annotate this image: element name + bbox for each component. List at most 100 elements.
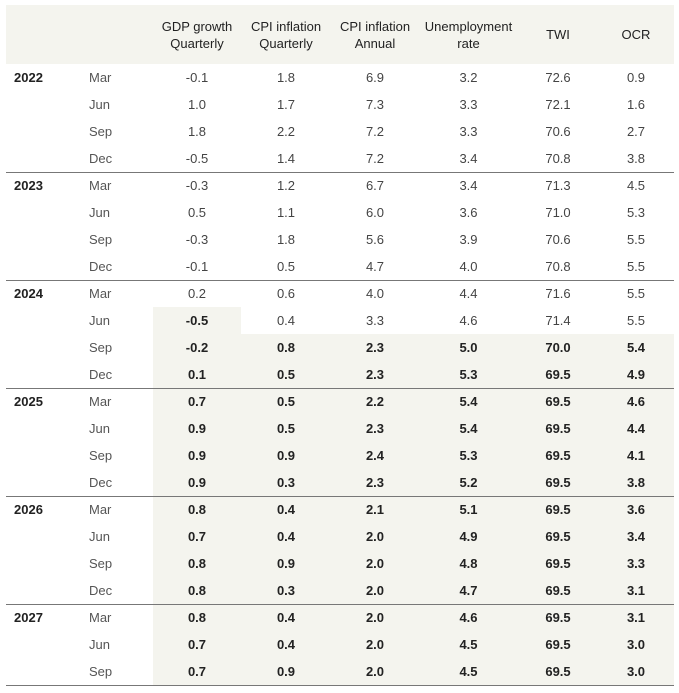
value-cell-unemployment: 4.7 bbox=[419, 577, 518, 604]
value-cell-gdp-growth: 0.5 bbox=[187, 205, 207, 220]
quarter-label: Dec bbox=[89, 474, 113, 490]
year-label bbox=[6, 631, 81, 658]
value-cell-ocr: 5.5 bbox=[626, 258, 646, 274]
value-cell-gdp-growth: -0.5 bbox=[185, 150, 209, 166]
value-cell-cpi-quarterly: 0.5 bbox=[241, 361, 331, 388]
value-cell-twi: 69.5 bbox=[518, 361, 598, 388]
value-cell-cpi-annual: 3.3 bbox=[365, 313, 385, 328]
value-cell-cpi-annual: 2.0 bbox=[331, 658, 419, 685]
value-cell-twi: 69.5 bbox=[518, 577, 598, 604]
value-cell-twi: 69.5 bbox=[518, 442, 598, 469]
table-row: Sep 0.8 0.9 2.0 4.8 69.5 3.3 bbox=[6, 550, 674, 577]
value-cell-gdp-growth: 0.8 bbox=[153, 603, 241, 631]
value-cell-twi: 70.8 bbox=[545, 258, 571, 274]
table-row: Sep 0.9 0.9 2.4 5.3 69.5 4.1 bbox=[6, 442, 674, 469]
table-row: 2022 Mar -0.1 1.8 6.9 3.2 72.6 0.9 bbox=[6, 64, 674, 91]
value-cell-cpi-quarterly: 1.2 bbox=[241, 171, 331, 199]
value-cell-ocr: 3.3 bbox=[598, 550, 674, 577]
value-cell-cpi-quarterly: 1.8 bbox=[276, 70, 296, 85]
value-cell-unemployment: 4.5 bbox=[419, 631, 518, 658]
column-header-line2: Quarterly bbox=[170, 35, 224, 51]
value-cell-ocr: 5.5 bbox=[626, 232, 646, 247]
value-cell-gdp-growth: 0.8 bbox=[153, 577, 241, 604]
value-cell-twi: 69.5 bbox=[518, 603, 598, 631]
value-cell-unemployment: 4.6 bbox=[459, 313, 478, 328]
value-cell-twi: 70.8 bbox=[545, 150, 571, 166]
value-cell-cpi-annual: 2.0 bbox=[331, 603, 419, 631]
table-row: Jun 0.7 0.4 2.0 4.5 69.5 3.0 bbox=[6, 631, 674, 658]
year-label bbox=[6, 226, 81, 253]
value-cell-twi: 71.6 bbox=[518, 279, 598, 307]
value-cell-cpi-annual: 6.7 bbox=[331, 171, 419, 199]
value-cell-unemployment: 3.4 bbox=[459, 150, 478, 166]
year-label bbox=[6, 253, 81, 280]
quarter-label: Mar bbox=[81, 495, 153, 523]
value-cell-gdp-growth: -0.3 bbox=[185, 232, 209, 247]
year-label bbox=[6, 469, 81, 496]
year-label bbox=[6, 550, 81, 577]
quarter-label: Sep bbox=[89, 663, 113, 679]
quarter-label: Jun bbox=[89, 637, 110, 652]
header-quarter-cell bbox=[81, 5, 153, 64]
quarter-label: Mar bbox=[81, 387, 153, 415]
table-row: 2023 Mar -0.3 1.2 6.7 3.4 71.3 4.5 bbox=[6, 171, 674, 199]
value-cell-twi: 69.5 bbox=[518, 658, 598, 685]
value-cell-twi: 70.6 bbox=[545, 232, 571, 247]
quarter-label: Sep bbox=[89, 124, 113, 139]
quarter-label: Dec bbox=[89, 258, 113, 274]
value-cell-gdp-growth: 0.1 bbox=[153, 361, 241, 388]
value-cell-cpi-annual: 4.0 bbox=[331, 279, 419, 307]
value-cell-cpi-quarterly: 0.4 bbox=[241, 523, 331, 550]
value-cell-ocr: 4.5 bbox=[598, 171, 674, 199]
value-cell-unemployment: 5.4 bbox=[419, 387, 518, 415]
value-cell-cpi-annual: 2.0 bbox=[331, 523, 419, 550]
column-header-ocr: OCR bbox=[598, 5, 674, 64]
column-header-line2: Quarterly bbox=[259, 35, 313, 51]
value-cell-unemployment: 4.5 bbox=[419, 658, 518, 685]
value-cell-ocr: 3.0 bbox=[598, 631, 674, 658]
column-header-line1: Unemployment bbox=[424, 18, 513, 34]
value-cell-gdp-growth: 0.7 bbox=[153, 631, 241, 658]
value-cell-unemployment: 3.6 bbox=[459, 205, 478, 220]
value-cell-cpi-quarterly: 0.3 bbox=[241, 469, 331, 496]
column-header-gdp-growth: GDP growth Quarterly bbox=[153, 5, 241, 64]
column-header-line2: rate bbox=[457, 35, 480, 51]
value-cell-cpi-annual: 6.9 bbox=[365, 70, 385, 85]
year-label bbox=[6, 307, 81, 334]
value-cell-unemployment: 4.4 bbox=[419, 279, 518, 307]
value-cell-cpi-quarterly: 0.6 bbox=[241, 279, 331, 307]
value-cell-cpi-quarterly: 0.9 bbox=[241, 442, 331, 469]
year-label bbox=[6, 334, 81, 361]
quarter-label: Dec bbox=[89, 582, 113, 598]
table-body: 2022 Mar -0.1 1.8 6.9 3.2 72.6 0.9 Jun 1.0 1.7 7.3 3… bbox=[6, 64, 674, 685]
value-cell-cpi-quarterly: 0.5 bbox=[241, 387, 331, 415]
header-row: GDP growth Quarterly CPI inflation Quarterl… bbox=[6, 5, 674, 64]
value-cell-unemployment: 4.9 bbox=[419, 523, 518, 550]
value-cell-ocr: 3.6 bbox=[598, 495, 674, 523]
value-cell-cpi-annual: 2.3 bbox=[331, 361, 419, 388]
value-cell-ocr: 2.7 bbox=[626, 124, 646, 139]
value-cell-ocr: 3.1 bbox=[598, 577, 674, 604]
value-cell-gdp-growth: 0.8 bbox=[153, 550, 241, 577]
quarter-label: Sep bbox=[89, 340, 113, 355]
value-cell-cpi-annual: 4.7 bbox=[365, 258, 385, 274]
quarter-label: Jun bbox=[89, 205, 110, 220]
value-cell-ocr: 4.1 bbox=[598, 442, 674, 469]
value-cell-cpi-quarterly: 0.5 bbox=[241, 415, 331, 442]
value-cell-cpi-annual: 2.3 bbox=[331, 469, 419, 496]
value-cell-ocr: 5.5 bbox=[626, 313, 646, 328]
column-header-line1: CPI inflation bbox=[339, 18, 411, 34]
value-cell-twi: 71.3 bbox=[518, 171, 598, 199]
value-cell-ocr: 5.3 bbox=[626, 205, 646, 220]
value-cell-twi: 72.6 bbox=[545, 70, 571, 85]
value-cell-twi: 69.5 bbox=[518, 469, 598, 496]
column-header-line1: OCR bbox=[621, 27, 651, 42]
value-cell-cpi-annual: 2.4 bbox=[331, 442, 419, 469]
quarter-label: Jun bbox=[89, 421, 110, 436]
value-cell-unemployment: 3.3 bbox=[459, 124, 478, 139]
column-header-unemployment: Unemployment rate bbox=[419, 5, 518, 64]
value-cell-gdp-growth: 1.8 bbox=[187, 124, 207, 139]
table-row: 2025 Mar 0.7 0.5 2.2 5.4 69.5 4.6 bbox=[6, 387, 674, 415]
year-label bbox=[6, 145, 81, 172]
